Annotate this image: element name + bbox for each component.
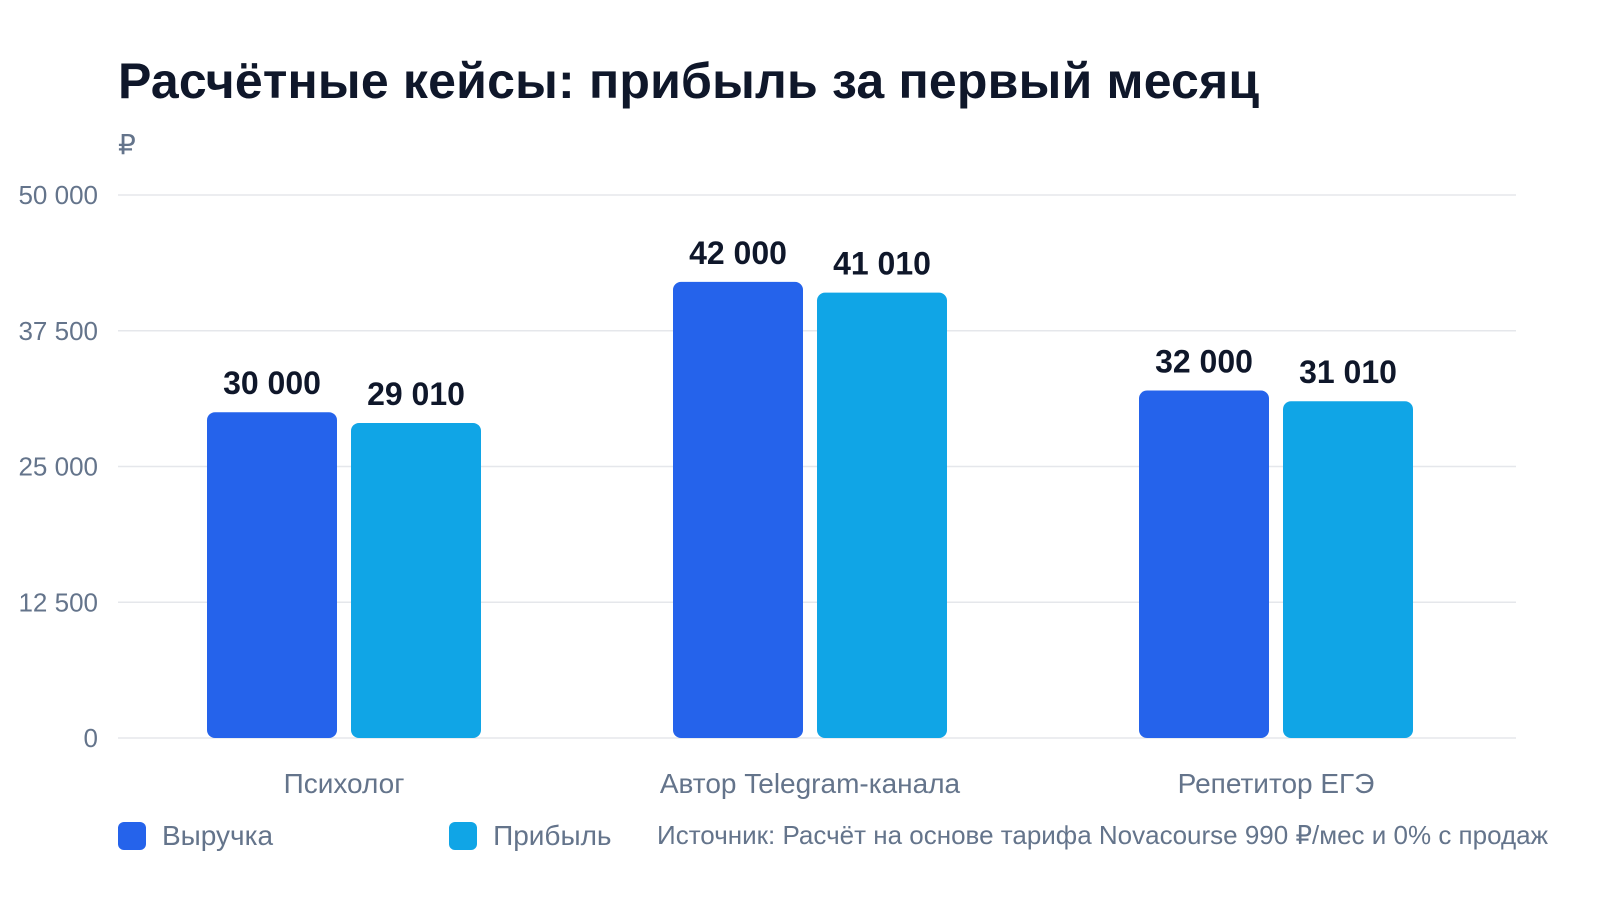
data-label: 31 010 [1299, 354, 1397, 390]
x-tick-label: Репетитор ЕГЭ [1178, 768, 1375, 799]
chart-title: Расчётные кейсы: прибыль за первый месяц [118, 53, 1260, 109]
data-label: 41 010 [833, 246, 931, 282]
legend-swatch-profit [449, 822, 478, 850]
legend-swatch-revenue [118, 822, 146, 850]
legend-item-revenue: Выручка [118, 820, 273, 852]
y-tick-label: 37 500 [18, 316, 98, 346]
x-tick-label: Автор Telegram-канала [660, 768, 961, 799]
data-label: 42 000 [689, 235, 787, 271]
bar [351, 422, 481, 738]
y-tick-label: 12 500 [18, 587, 98, 617]
x-tick-label: Психолог [284, 768, 405, 799]
y-axis-unit: ₽ [118, 129, 136, 160]
legend: Выручка Прибыль [118, 820, 612, 852]
data-label: 32 000 [1155, 343, 1253, 379]
bar [207, 412, 337, 738]
bar [1283, 401, 1413, 738]
bar [1139, 390, 1269, 738]
legend-label-profit: Прибыль [493, 820, 612, 851]
legend-item-profit: Прибыль [449, 820, 612, 852]
y-tick-label: 0 [84, 723, 98, 753]
legend-label-revenue: Выручка [162, 820, 274, 851]
bar [673, 281, 803, 738]
y-tick-label: 25 000 [18, 452, 98, 482]
bar [817, 292, 947, 738]
data-label: 29 010 [367, 376, 465, 412]
data-label: 30 000 [223, 365, 321, 401]
y-tick-label: 50 000 [18, 180, 98, 210]
source-note: Источник: Расчёт на основе тарифа Novaco… [657, 820, 1548, 850]
